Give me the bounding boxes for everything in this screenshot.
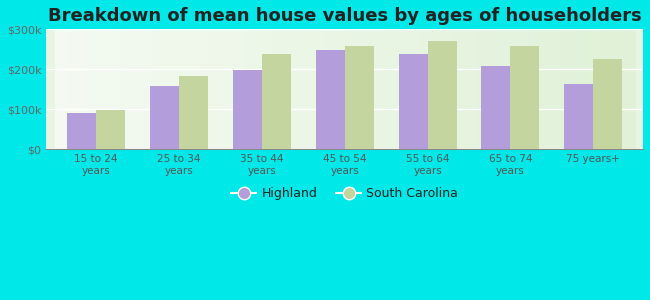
Bar bbox=[428, 41, 456, 149]
Bar bbox=[150, 86, 179, 149]
Bar bbox=[344, 46, 374, 149]
Bar bbox=[96, 110, 125, 149]
Bar bbox=[564, 84, 593, 149]
Bar bbox=[510, 46, 540, 149]
Bar bbox=[262, 55, 291, 149]
Bar bbox=[482, 66, 510, 149]
Bar bbox=[316, 50, 344, 149]
Bar bbox=[233, 70, 262, 149]
Bar bbox=[179, 76, 208, 149]
Bar bbox=[398, 55, 428, 149]
Bar bbox=[67, 113, 96, 149]
Title: Breakdown of mean house values by ages of householders: Breakdown of mean house values by ages o… bbox=[48, 7, 642, 25]
Legend: Highland, South Carolina: Highland, South Carolina bbox=[226, 182, 463, 205]
Bar bbox=[593, 59, 622, 149]
